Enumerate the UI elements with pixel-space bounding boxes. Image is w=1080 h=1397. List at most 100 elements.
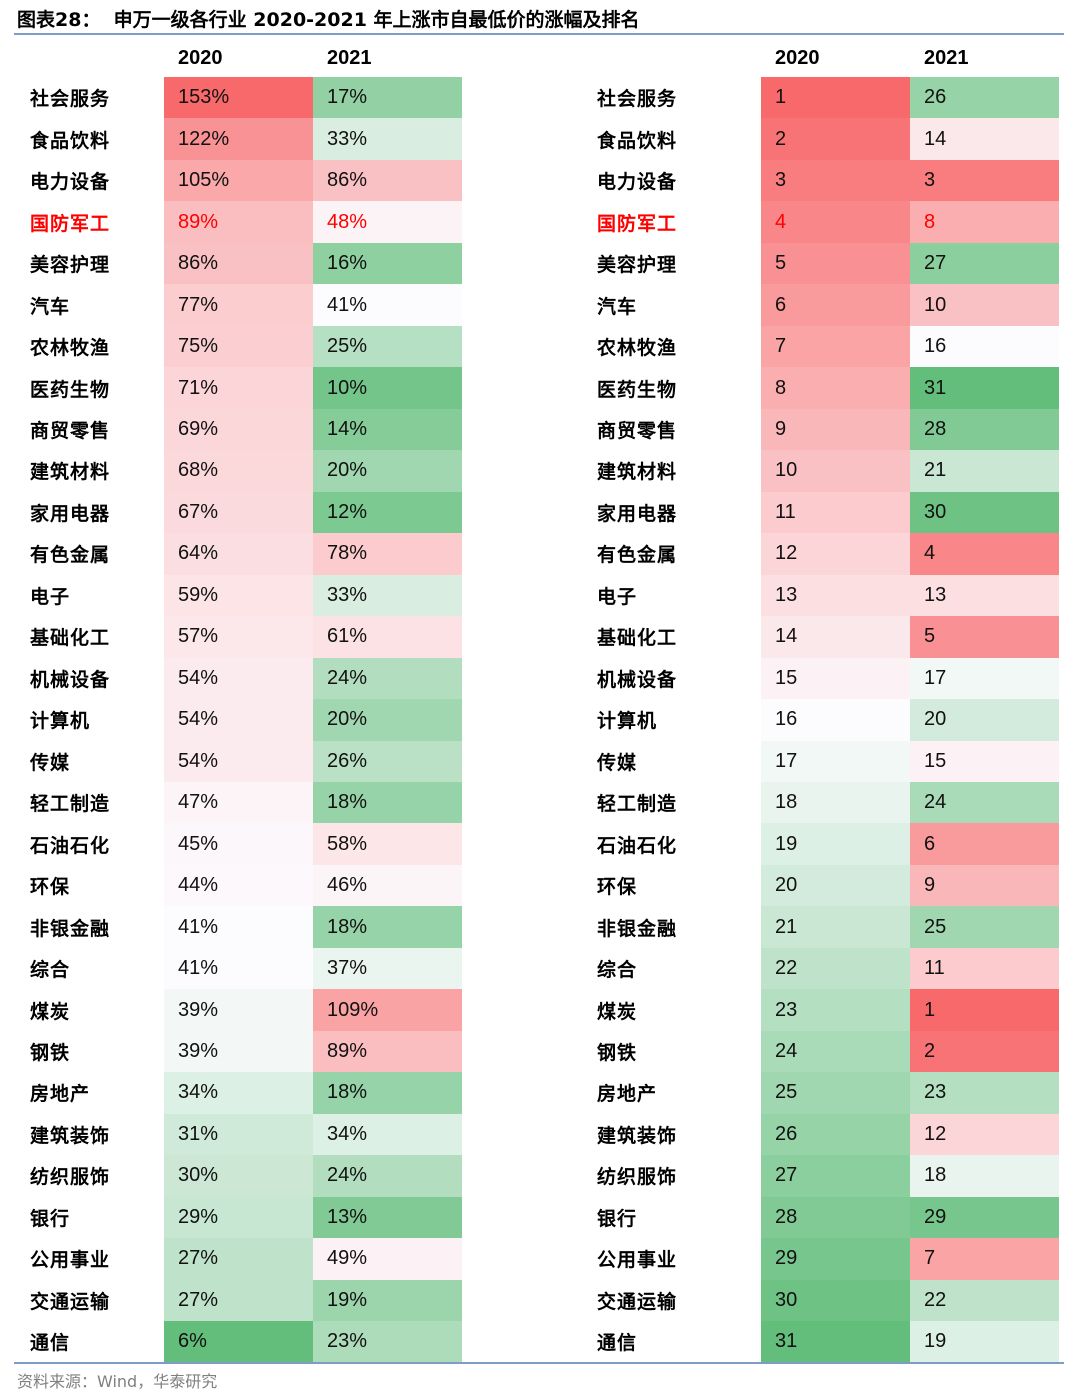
top-rule — [14, 33, 1064, 35]
industry-label: 社会服务 — [597, 88, 678, 111]
table-row: 交通运输 30 22 — [597, 1279, 1059, 1322]
value-cell-2021: 18% — [313, 1072, 462, 1114]
value-cell-2021: 11 — [910, 947, 1059, 990]
industry-label: 建筑材料 — [30, 461, 111, 484]
value-cell-2020: 16 — [761, 699, 910, 741]
table-row: 交通运输 27% 19% — [30, 1279, 462, 1322]
value-cell-2020: 39% — [164, 1030, 313, 1073]
gain-table-body: 社会服务 153% 17% 食品饮料 122% 33% 电力设备 105% 86% 国防军工 89%… — [30, 77, 462, 1363]
value-cell-2021: 48% — [313, 201, 462, 243]
value-cell-2021: 29 — [910, 1196, 1059, 1239]
value-cell-2020: 29 — [761, 1238, 910, 1280]
value-cell-2021: 19 — [910, 1321, 1059, 1363]
industry-label: 有色金属 — [597, 544, 678, 567]
industry-label: 计算机 — [30, 710, 91, 733]
table-row: 纺织服饰 30% 24% — [30, 1155, 462, 1197]
table-row: 银行 28 29 — [597, 1196, 1059, 1239]
value-cell-2021: 14 — [910, 118, 1059, 160]
table-row: 建筑材料 68% 20% — [30, 450, 462, 492]
value-cell-2021: 17% — [313, 77, 462, 119]
industry-label: 公用事业 — [30, 1249, 111, 1272]
value-cell-2021: 24% — [313, 657, 462, 700]
value-cell-2020: 19 — [761, 823, 910, 865]
industry-label: 医药生物 — [597, 378, 678, 401]
value-cell-2020: 7 — [761, 325, 910, 368]
industry-label: 汽车 — [30, 295, 71, 318]
industry-label: 基础化工 — [597, 627, 678, 650]
value-cell-2020: 44% — [164, 864, 313, 907]
header-spacer — [597, 40, 761, 77]
industry-label: 建筑装饰 — [30, 1124, 111, 1147]
gain-table-header: 2020 2021 — [30, 40, 462, 77]
table-row: 建筑材料 10 21 — [597, 450, 1059, 492]
value-cell-2020: 45% — [164, 823, 313, 865]
value-cell-2020: 75% — [164, 325, 313, 368]
value-cell-2020: 47% — [164, 781, 313, 824]
value-cell-2021: 19% — [313, 1279, 462, 1322]
value-cell-2020: 26 — [761, 1113, 910, 1156]
value-cell-2021: 9 — [910, 864, 1059, 907]
table-row: 农林牧渔 7 16 — [597, 325, 1059, 368]
industry-label: 非银金融 — [30, 917, 111, 940]
value-cell-2020: 122% — [164, 118, 313, 160]
header-spacer — [30, 40, 164, 77]
table-row: 医药生物 71% 10% — [30, 367, 462, 409]
value-cell-2021: 12 — [910, 1113, 1059, 1156]
value-cell-2020: 27 — [761, 1155, 910, 1197]
table-row: 轻工制造 47% 18% — [30, 781, 462, 824]
industry-label: 社会服务 — [30, 88, 111, 111]
value-cell-2021: 33% — [313, 574, 462, 617]
industry-label: 煤炭 — [597, 1000, 638, 1023]
table-row: 石油石化 45% 58% — [30, 823, 462, 865]
table-row: 石油石化 19 6 — [597, 823, 1059, 865]
header-2020: 2020 — [178, 47, 223, 69]
industry-label: 石油石化 — [30, 834, 111, 857]
table-row: 计算机 16 20 — [597, 699, 1059, 741]
value-cell-2020: 69% — [164, 408, 313, 451]
rank-table-header: 2020 2021 — [597, 40, 1059, 77]
value-cell-2021: 27 — [910, 242, 1059, 285]
value-cell-2021: 28 — [910, 408, 1059, 451]
table-row: 纺织服饰 27 18 — [597, 1155, 1059, 1197]
industry-label: 轻工制造 — [597, 793, 678, 816]
value-cell-2020: 23 — [761, 989, 910, 1031]
value-cell-2020: 57% — [164, 616, 313, 658]
industry-label: 机械设备 — [30, 668, 111, 691]
industry-label: 公用事业 — [597, 1249, 678, 1272]
value-cell-2021: 22 — [910, 1279, 1059, 1322]
value-cell-2021: 109% — [313, 989, 462, 1031]
industry-label: 通信 — [30, 1332, 71, 1355]
table-row: 银行 29% 13% — [30, 1196, 462, 1239]
industry-label: 银行 — [597, 1207, 638, 1230]
table-row: 机械设备 15 17 — [597, 657, 1059, 700]
industry-label: 房地产 — [597, 1083, 658, 1106]
table-row: 商贸零售 69% 14% — [30, 408, 462, 451]
table-row: 电子 59% 33% — [30, 574, 462, 617]
table-row: 社会服务 1 26 — [597, 77, 1059, 119]
value-cell-2021: 14% — [313, 408, 462, 451]
table-row: 国防军工 89% 48% — [30, 201, 462, 243]
industry-label: 农林牧渔 — [597, 337, 678, 360]
value-cell-2020: 77% — [164, 284, 313, 326]
industry-label: 钢铁 — [30, 1042, 71, 1065]
industry-label: 基础化工 — [30, 627, 111, 650]
value-cell-2020: 27% — [164, 1279, 313, 1322]
value-cell-2020: 1 — [761, 77, 910, 119]
industry-label: 美容护理 — [597, 254, 678, 277]
table-row: 电力设备 3 3 — [597, 159, 1059, 202]
value-cell-2020: 25 — [761, 1072, 910, 1114]
rank-table: 2020 2021 社会服务 1 26 食品饮料 2 14 电力设备 3 3 国防军工 4 8 美容护理… — [597, 40, 1059, 1363]
industry-label: 交通运输 — [30, 1290, 111, 1313]
rank-table-body: 社会服务 1 26 食品饮料 2 14 电力设备 3 3 国防军工 4 8 美容护理 5 27 汽车 6 10 农林… — [597, 77, 1059, 1363]
value-cell-2020: 18 — [761, 781, 910, 824]
industry-label: 食品饮料 — [597, 129, 678, 152]
table-row: 房地产 25 23 — [597, 1072, 1059, 1114]
value-cell-2020: 17 — [761, 740, 910, 782]
value-cell-2020: 41% — [164, 906, 313, 948]
value-cell-2021: 24% — [313, 1155, 462, 1197]
header-2021: 2021 — [924, 47, 969, 69]
value-cell-2020: 30% — [164, 1155, 313, 1197]
figure-title: 图表28： 申万一级各行业 2020-2021 年上涨市自最低价的涨幅及排名 — [17, 9, 640, 31]
value-cell-2021: 37% — [313, 947, 462, 990]
table-row: 煤炭 39% 109% — [30, 989, 462, 1031]
